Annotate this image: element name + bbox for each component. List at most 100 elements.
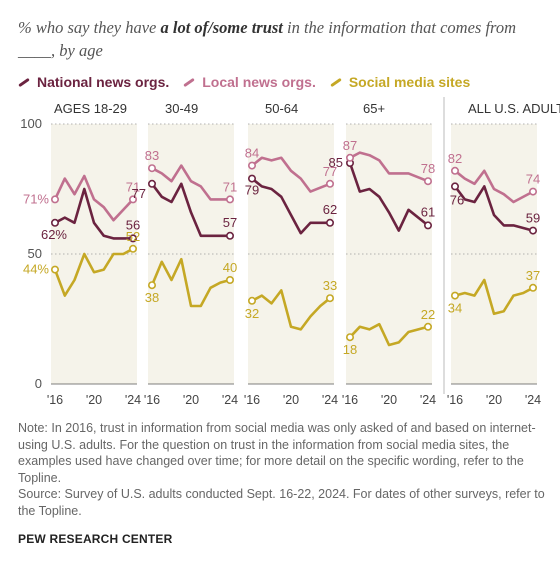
data-label-end: 62 (323, 202, 337, 217)
panel-label: 30-49 (165, 101, 198, 116)
data-label-start: 83 (145, 148, 159, 163)
series-line-national (348, 161, 430, 232)
data-label-start: 82 (448, 151, 462, 166)
panel-label: ALL U.S. ADULTS (468, 101, 560, 116)
legend-label-national: National news orgs. (37, 74, 170, 90)
legend-item-social: Social media sites (330, 74, 470, 90)
legend-swatch-national (18, 77, 30, 87)
data-point-start (148, 179, 157, 188)
panel-background (451, 124, 537, 384)
series-line-social (53, 247, 135, 297)
data-point-end (423, 322, 432, 331)
data-label-end: 52 (126, 229, 140, 244)
data-label-end: 33 (323, 278, 337, 293)
data-point-start (148, 164, 157, 173)
series-line-local (453, 169, 535, 204)
panel-background (346, 124, 432, 384)
data-label-end: 56 (126, 217, 140, 232)
series-line-local (53, 174, 135, 222)
series-line-national (150, 182, 232, 238)
data-point-start (50, 218, 59, 227)
panel-background (248, 124, 334, 384)
data-label-end: 77 (323, 164, 337, 179)
notes: Note: In 2016, trust in information from… (18, 420, 548, 519)
data-label-end: 71 (223, 179, 237, 194)
data-label-end: 61 (421, 204, 435, 219)
note-text: Note: In 2016, trust in information from… (18, 421, 536, 485)
data-label-end: 22 (421, 307, 435, 322)
data-point-end (423, 177, 432, 186)
data-label-end: 57 (223, 215, 237, 230)
x-tick-label: '16 (244, 393, 260, 407)
data-label-start: 34 (448, 301, 462, 316)
series-line-national (453, 185, 535, 232)
y-tick-label: 50 (28, 246, 42, 261)
x-tick-label: '24 (222, 393, 238, 407)
data-point-start (148, 281, 157, 290)
legend-label-social: Social media sites (348, 74, 471, 90)
data-point-end (129, 195, 138, 204)
data-point-start (50, 265, 59, 274)
data-point-start (450, 166, 459, 175)
data-point-end (226, 195, 235, 204)
panel-label: 65+ (363, 101, 385, 116)
x-tick-label: '20 (86, 393, 102, 407)
series-line-social (250, 289, 332, 331)
data-label-end: 78 (421, 161, 435, 176)
data-point-end (226, 276, 235, 285)
series-line-national (53, 187, 135, 240)
data-point-end (325, 294, 334, 303)
series-line-national (250, 177, 332, 235)
data-point-end (129, 234, 138, 243)
data-point-end (528, 226, 537, 235)
x-tick-label: '20 (283, 393, 299, 407)
data-point-start (345, 153, 354, 162)
brand-logo-text: PEW RESEARCH CENTER (18, 532, 173, 546)
data-point-start (450, 291, 459, 300)
y-tick-label: 100 (20, 116, 42, 131)
series-line-social (150, 257, 232, 308)
series-line-local (250, 156, 332, 193)
source-text: Source: Survey of U.S. adults conducted … (18, 487, 545, 518)
data-label-end: 59 (526, 211, 540, 226)
data-point-start (450, 182, 459, 191)
data-label-start: 32 (245, 306, 259, 321)
x-tick-label: '24 (525, 393, 541, 407)
data-label-start: 38 (145, 290, 159, 305)
legend-swatch-local (183, 77, 196, 87)
data-point-end (129, 244, 138, 253)
data-label-end: 74 (526, 172, 540, 187)
data-label-start: 77 (132, 186, 146, 201)
data-label-start: 62% (41, 227, 67, 242)
data-point-start (50, 195, 59, 204)
legend-item-local: Local news orgs. (183, 74, 316, 90)
data-point-end (226, 231, 235, 240)
data-point-end (528, 283, 537, 292)
data-point-end (325, 218, 334, 227)
data-label-start: 44% (23, 262, 49, 277)
y-tick-label: 0 (35, 376, 42, 391)
data-label-end: 37 (526, 268, 540, 283)
x-tick-label: '20 (183, 393, 199, 407)
legend-item-national: National news orgs. (18, 74, 169, 90)
series-line-local (348, 151, 430, 183)
series-line-social (348, 322, 430, 347)
data-point-end (528, 187, 537, 196)
data-point-start (345, 333, 354, 342)
x-tick-label: '16 (144, 393, 160, 407)
legend-label-local: Local news orgs. (202, 74, 316, 90)
line-chart: 0 50 100 AGES 18-29 '16 '20 '24 62% 56 71% 71 44% 52… (20, 97, 560, 407)
panel-label: 50-64 (265, 101, 298, 116)
x-tick-label: '20 (486, 393, 502, 407)
legend-swatch-social (330, 77, 342, 87)
data-label-start: 71% (23, 191, 49, 206)
data-label-end: 71 (126, 179, 140, 194)
x-tick-label: '24 (125, 393, 141, 407)
data-label-start: 87 (343, 138, 357, 153)
x-tick-label: '16 (447, 393, 463, 407)
data-label-end: 40 (223, 260, 237, 275)
panel-label: AGES 18-29 (54, 101, 127, 116)
data-label-start: 85 (329, 155, 343, 170)
x-tick-label: '16 (47, 393, 63, 407)
x-tick-label: '24 (420, 393, 436, 407)
